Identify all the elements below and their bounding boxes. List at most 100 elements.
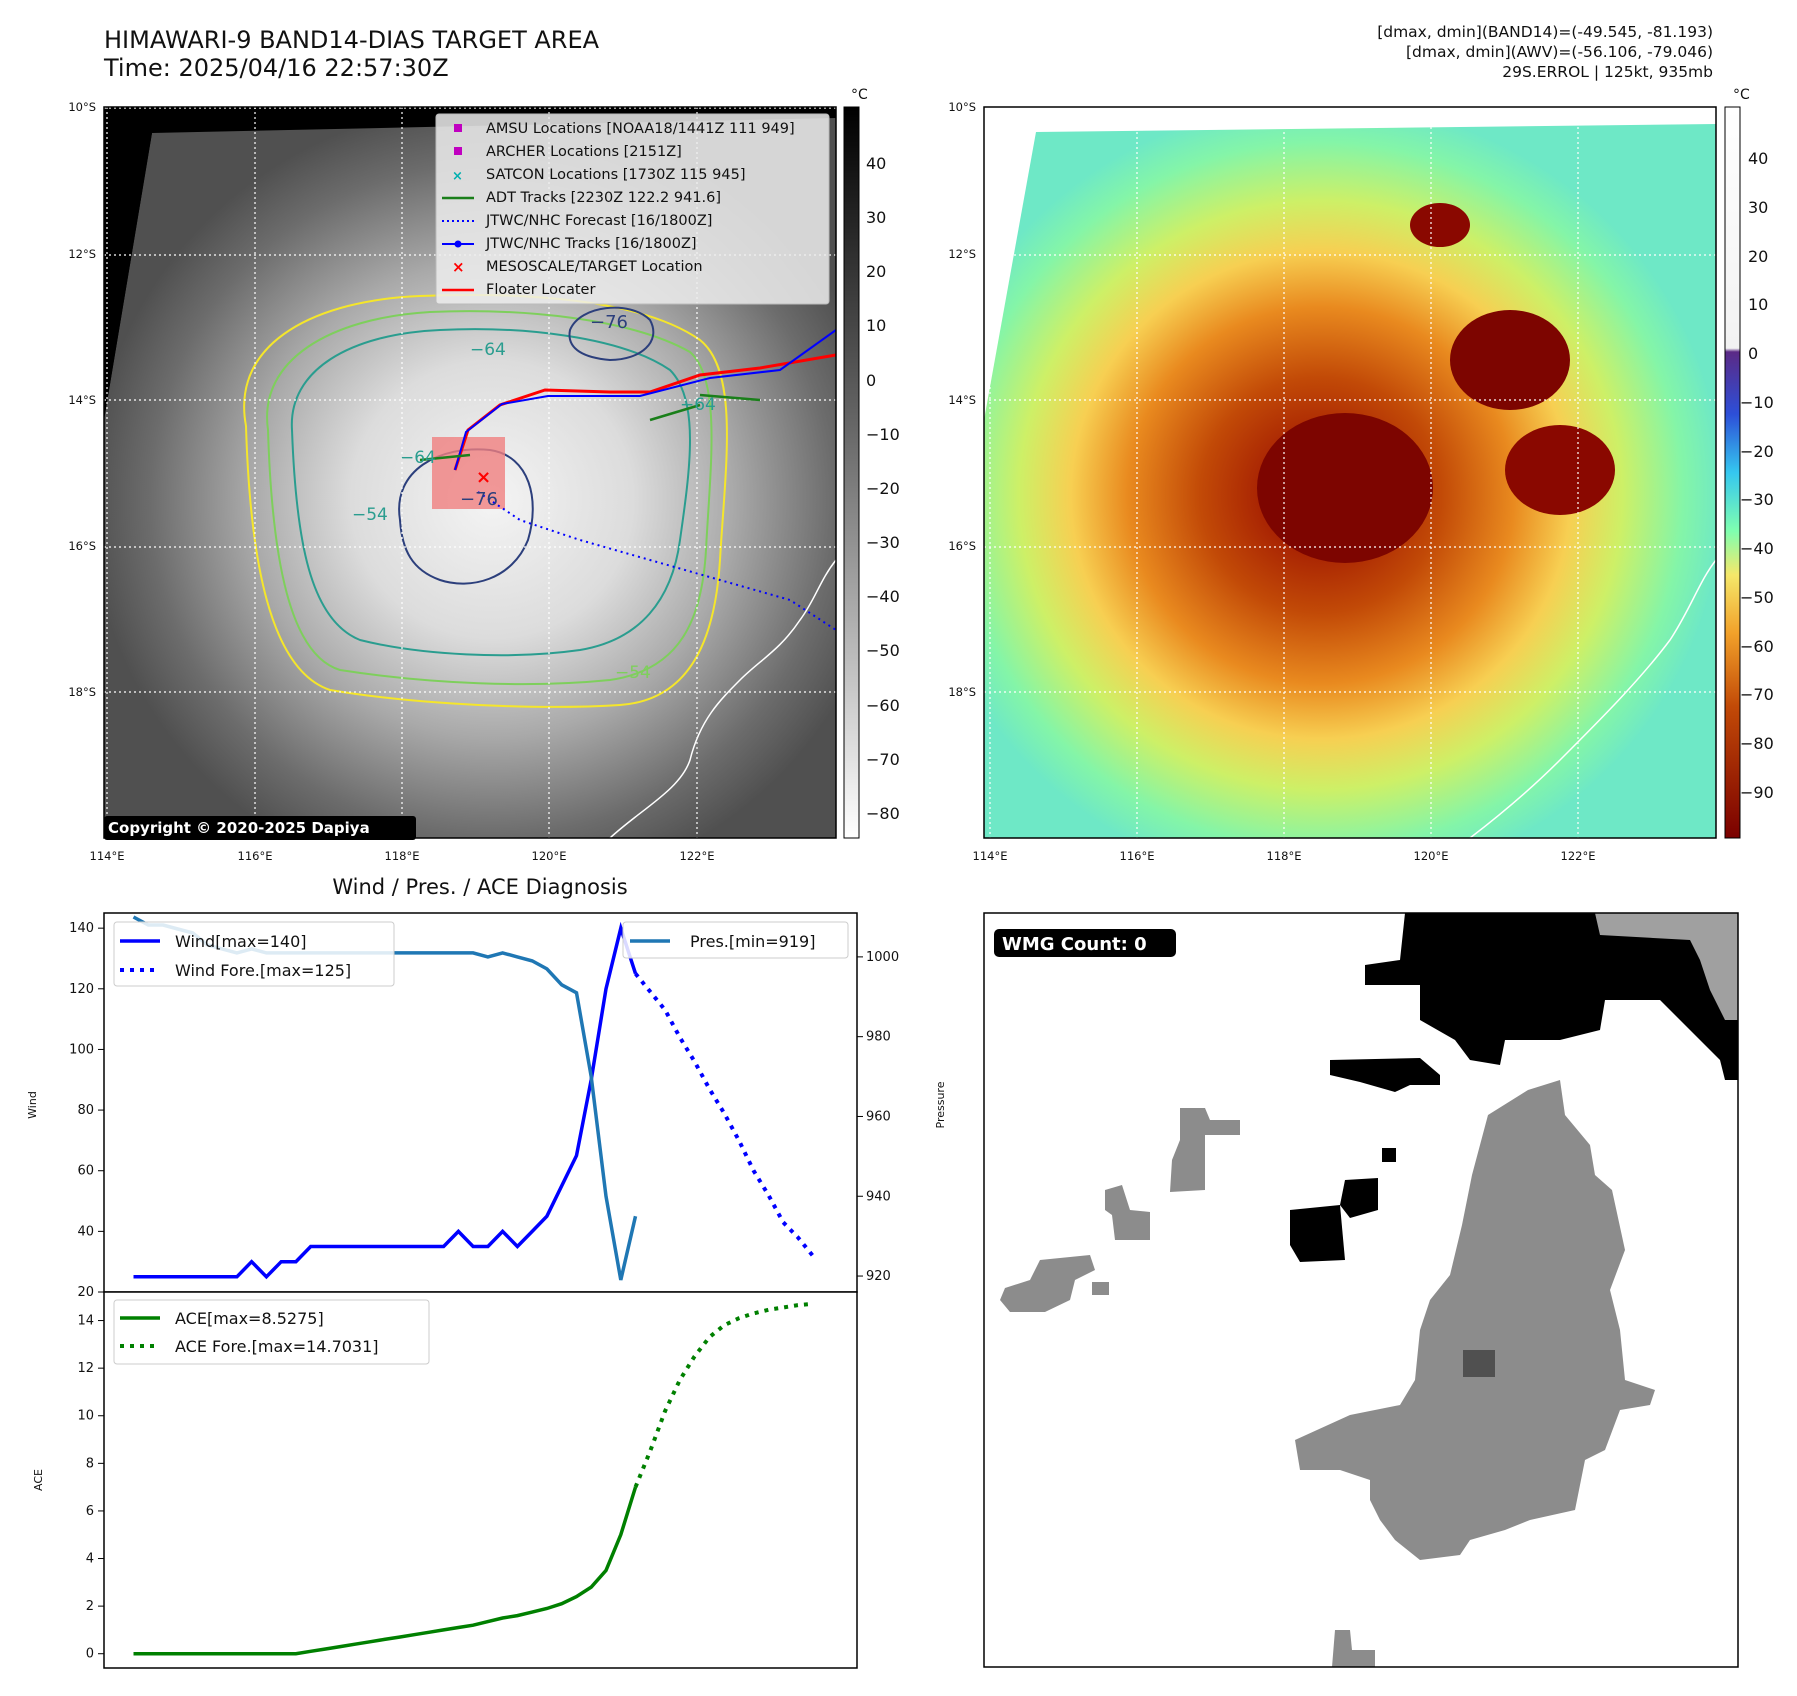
coastline bbox=[609, 559, 836, 838]
cb-tick: −80 bbox=[866, 804, 900, 823]
floater-box bbox=[432, 437, 505, 509]
wmg-black-region bbox=[1365, 913, 1738, 1080]
cb-tick: 10 bbox=[1748, 295, 1768, 314]
lon-tick: 116°E bbox=[1120, 849, 1155, 863]
tick-label: 60 bbox=[77, 1164, 94, 1179]
cb-tick: 30 bbox=[1748, 198, 1768, 217]
lon-tick: 118°E bbox=[385, 849, 420, 863]
info-storm: 29S.ERROL | 125kt, 935mb bbox=[1502, 63, 1713, 81]
wind-axis-label: Wind bbox=[26, 1091, 39, 1119]
tick-label: 100 bbox=[69, 1042, 94, 1057]
jtwc-track bbox=[454, 329, 836, 471]
cb-tick: 30 bbox=[866, 208, 886, 227]
cb-tick: −90 bbox=[1740, 783, 1774, 802]
wmg-count-text: WMG Count: 0 bbox=[1002, 934, 1147, 955]
colorbar-unit: °C bbox=[851, 87, 868, 103]
cb-tick: 20 bbox=[866, 262, 886, 281]
gray-colorbar-bar bbox=[843, 106, 860, 839]
ace-legend: ACE[max=8.5275] ACE Fore.[max=14.7031] bbox=[113, 1299, 430, 1365]
lat-tick: 16°S bbox=[948, 539, 976, 553]
cb-tick: −50 bbox=[866, 641, 900, 660]
contour-label: −76 bbox=[590, 312, 628, 333]
figure-title: HIMAWARI-9 BAND14-DIAS TARGET AREA Time: … bbox=[104, 26, 599, 82]
lat-tick: 10°S bbox=[948, 100, 976, 114]
copyright-badge bbox=[104, 816, 416, 840]
wmg-gray-region bbox=[1295, 1080, 1655, 1560]
cb-tick: −70 bbox=[1740, 685, 1774, 704]
lon-tick: 122°E bbox=[680, 849, 715, 863]
ace-y-ticks: 0 2 4 6 8 10 12 14 bbox=[77, 1314, 104, 1662]
tick-label: 980 bbox=[866, 1030, 891, 1045]
pressure-axis-label: Pressure bbox=[934, 1081, 947, 1128]
tick-label: 140 bbox=[69, 921, 94, 936]
wind-legend: Wind[max=140] Wind Fore.[max=125] bbox=[113, 921, 395, 987]
legend-label: ADT Tracks [2230Z 122.2 941.6] bbox=[486, 190, 721, 206]
ace-series-line bbox=[133, 1486, 638, 1656]
tick-label: 2 bbox=[86, 1599, 94, 1614]
cb-tick: −60 bbox=[1740, 637, 1774, 656]
wind-legend-label: Wind[max=140] bbox=[175, 932, 307, 951]
wind-y-ticks: 20 40 60 80 100 120 140 bbox=[69, 921, 104, 1300]
ace-axis-label: ACE bbox=[32, 1469, 45, 1491]
wind-series-line bbox=[133, 921, 638, 1280]
cb-tick: 10 bbox=[866, 316, 886, 335]
map1-lon-ticks: 114°E 116°E 118°E 120°E 122°E bbox=[90, 849, 715, 863]
cb-tick: −40 bbox=[866, 587, 900, 606]
color-colorbar-ticks: 40 30 20 10 0 −10 −20 −30 −40 −50 −60 −7… bbox=[1740, 149, 1774, 802]
adt-tracks bbox=[419, 393, 761, 462]
map2-gridlines bbox=[984, 107, 1716, 838]
satcon-x-icon: × bbox=[452, 169, 463, 184]
lon-tick: 116°E bbox=[238, 849, 273, 863]
dmax-dmin-info: [dmax, dmin](BAND14)=(-49.545, -81.193) … bbox=[1377, 22, 1713, 82]
tick-label: 12 bbox=[77, 1361, 94, 1376]
copyright-text: Copyright © 2020-2025 Dapiya bbox=[108, 819, 370, 837]
tick-label: 14 bbox=[77, 1314, 94, 1329]
pressure-y-ticks: 920 940 960 980 1000 bbox=[857, 950, 899, 1284]
cb-tick: −30 bbox=[866, 533, 900, 552]
info-awv: [dmax, dmin](AWV)=(-56.106, -79.046) bbox=[1406, 43, 1713, 61]
cb-tick: 40 bbox=[1748, 149, 1768, 168]
contour-label: −64 bbox=[400, 448, 436, 468]
lon-tick: 114°E bbox=[973, 849, 1008, 863]
wmg-frame bbox=[983, 912, 1739, 1668]
legend-box bbox=[435, 113, 830, 305]
legend-label: Floater Locater bbox=[486, 282, 595, 298]
map2-frame bbox=[983, 106, 1717, 839]
tick-label: 940 bbox=[866, 1189, 891, 1204]
wind-pressure-chart: 20 40 60 80 100 120 140 920 940 960 980 1000 Wind … bbox=[26, 912, 947, 1300]
tick-label: 40 bbox=[77, 1224, 94, 1239]
contour-label: −64 bbox=[470, 340, 506, 360]
contour-label: −76 bbox=[460, 489, 498, 510]
amsu-square-icon bbox=[454, 124, 462, 132]
ace-fore-legend-label: ACE Fore.[max=14.7031] bbox=[175, 1337, 379, 1356]
cb-tick: 20 bbox=[1748, 247, 1768, 266]
contour-label: −64 bbox=[680, 395, 716, 415]
wind-fore-legend-label: Wind Fore.[max=125] bbox=[175, 961, 351, 980]
ace-legend-label: ACE[max=8.5275] bbox=[175, 1309, 324, 1328]
archer-square-icon bbox=[454, 147, 462, 155]
tick-label: 120 bbox=[69, 982, 94, 997]
legend-label: MESOSCALE/TARGET Location bbox=[486, 259, 703, 275]
lat-tick: 14°S bbox=[948, 393, 976, 407]
lat-tick: 12°S bbox=[948, 247, 976, 261]
wmg-count-badge bbox=[994, 929, 1176, 957]
contour-yellow bbox=[243, 293, 728, 708]
tick-label: 0 bbox=[86, 1647, 94, 1662]
lat-tick: 18°S bbox=[948, 685, 976, 699]
lat-tick: 18°S bbox=[68, 685, 96, 699]
cb-tick: −50 bbox=[1740, 588, 1774, 607]
color-colorbar-bar bbox=[1724, 106, 1741, 839]
map1-lat-ticks: 10°S 12°S 14°S 16°S 18°S bbox=[68, 100, 96, 699]
map-grayscale-ir: × −76 −64 −54 −76 −64 −54 −64 AMSU Locat… bbox=[68, 87, 899, 863]
contour-teal bbox=[290, 328, 691, 657]
eye-region bbox=[1257, 413, 1433, 563]
contour-label: −54 bbox=[352, 505, 388, 525]
wmg-center-cell bbox=[1463, 1350, 1495, 1377]
gray-colorbar: °C 40 30 20 10 0 −10 −20 −30 −40 −50 −60… bbox=[843, 87, 900, 839]
legend-label: AMSU Locations [NOAA18/1441Z 111 949] bbox=[486, 121, 795, 137]
map2-lon-ticks: 114°E 116°E 118°E 120°E 122°E bbox=[973, 849, 1596, 863]
pressure-legend: Pres.[min=919] bbox=[622, 921, 849, 959]
lon-tick: 120°E bbox=[1414, 849, 1449, 863]
